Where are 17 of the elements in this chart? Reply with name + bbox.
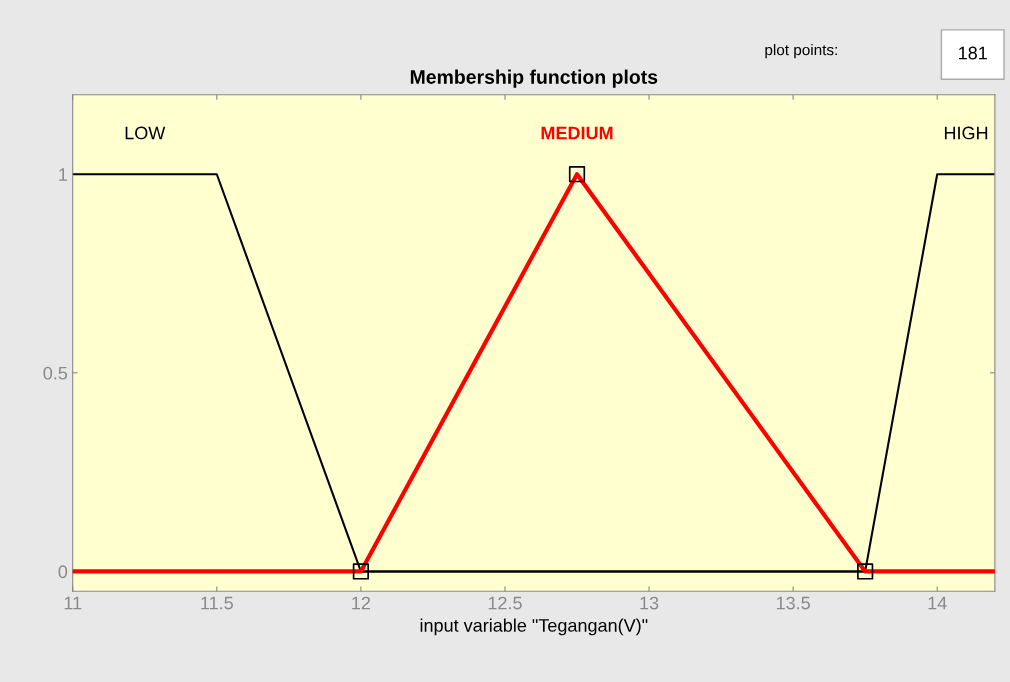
x-tick-label: 11.5	[201, 596, 233, 610]
x-tick-label: 12	[352, 596, 371, 610]
y-tick-label: 0.5	[43, 366, 68, 380]
y-tick-label: 0	[58, 565, 68, 579]
text: 181	[959, 46, 987, 60]
text: MEDIUM	[541, 126, 613, 140]
x-tick-label: 13.5	[776, 596, 810, 610]
x-tick-label: 13	[640, 596, 659, 610]
y-tick-label: 1	[59, 168, 67, 181]
x-tick-label: 11	[64, 596, 82, 610]
series-label: LOW	[125, 126, 166, 140]
chart-title: Membership function plots	[410, 69, 658, 88]
text: plot points:	[765, 44, 837, 59]
x-tick-label: 14	[928, 596, 947, 610]
x-axis-title: input variable "Tegangan(V)"	[420, 618, 648, 636]
series-label: HIGH	[944, 126, 988, 140]
x-tick-label: 12.5	[488, 596, 522, 610]
